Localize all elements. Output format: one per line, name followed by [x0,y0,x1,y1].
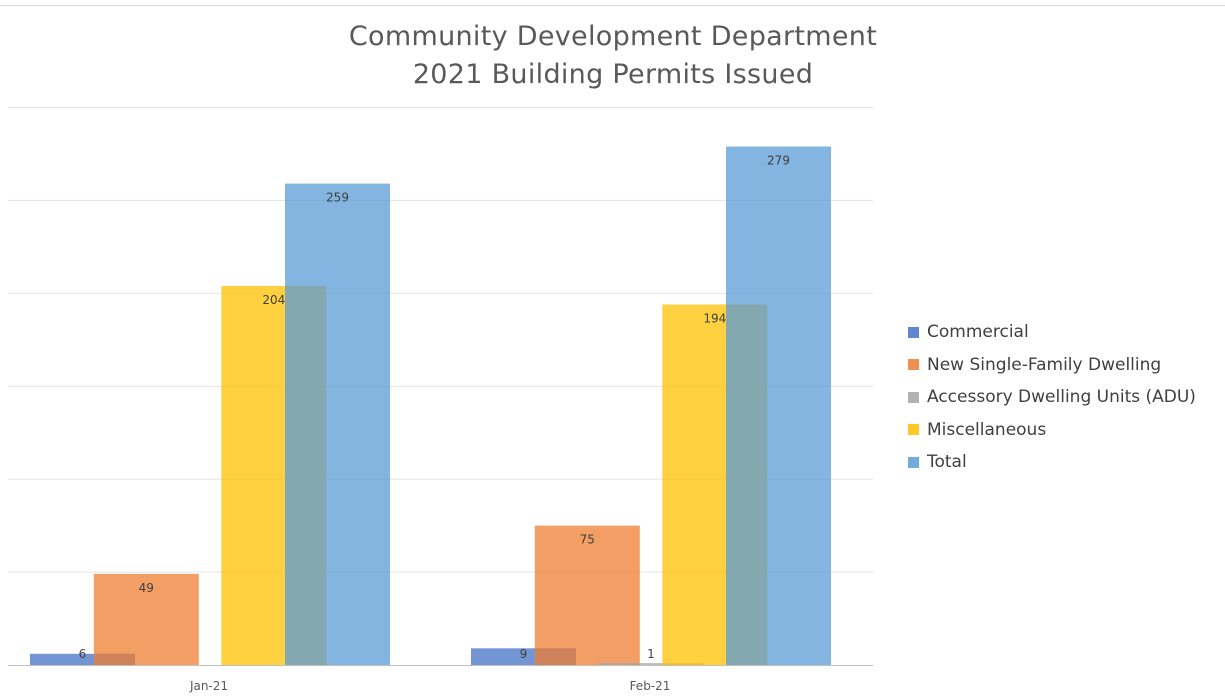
legend-item: Commercial [908,316,1196,349]
legend-swatch [908,424,919,436]
data-label: 75 [580,533,595,547]
legend-label: New Single-Family Dwelling [927,354,1162,375]
x-tick-label: Feb-21 [630,679,671,693]
top-divider [0,5,1225,6]
data-label: 6 [79,647,87,661]
data-label: 204 [262,293,285,307]
legend-label: Accessory Dwelling Units (ADU) [927,387,1196,408]
chart-subtitle-line: 2021 Building Permits Issued [412,59,814,90]
data-label: 9 [520,647,528,661]
legend-item: Miscellaneous [908,414,1196,447]
legend-item: Accessory Dwelling Units (ADU) [908,381,1196,414]
legend-item: Total [908,446,1196,479]
bar-new-single-family-dwelling-jan-21 [93,573,199,665]
bar-total-feb-21 [726,146,831,665]
x-axis-tick-labels: Jan-21 Feb-21 [189,679,670,693]
legend-swatch [908,456,919,468]
data-label: 49 [139,581,154,595]
bar-accessory-dwelling-units-adu-feb-21 [598,663,704,665]
legend-swatch [908,326,919,338]
data-labels: 6 49 204 259 9 75 1 194 279 [79,154,790,662]
data-label: 279 [767,154,790,168]
chart-title: Community Development Department 2021 Bu… [150,18,1076,94]
legend-label: Commercial [927,322,1029,343]
legend-label: Miscellaneous [927,419,1047,440]
bar-series [30,146,831,665]
chart-title-line: Community Development Department [348,21,878,52]
bar-commercial-jan-21 [30,653,135,665]
legend: Commercial New Single-Family Dwelling Acce… [908,316,1196,479]
data-label: 259 [326,191,349,205]
data-label: 1 [647,647,655,661]
legend-swatch [908,359,919,371]
legend-swatch [908,391,919,403]
data-label: 194 [703,312,726,326]
legend-label: Total [927,452,967,473]
bar-total-jan-21 [285,183,390,665]
bar-new-single-family-dwelling-feb-21 [534,525,640,665]
legend-item: New Single-Family Dwelling [908,349,1196,382]
x-tick-label: Jan-21 [189,679,228,693]
